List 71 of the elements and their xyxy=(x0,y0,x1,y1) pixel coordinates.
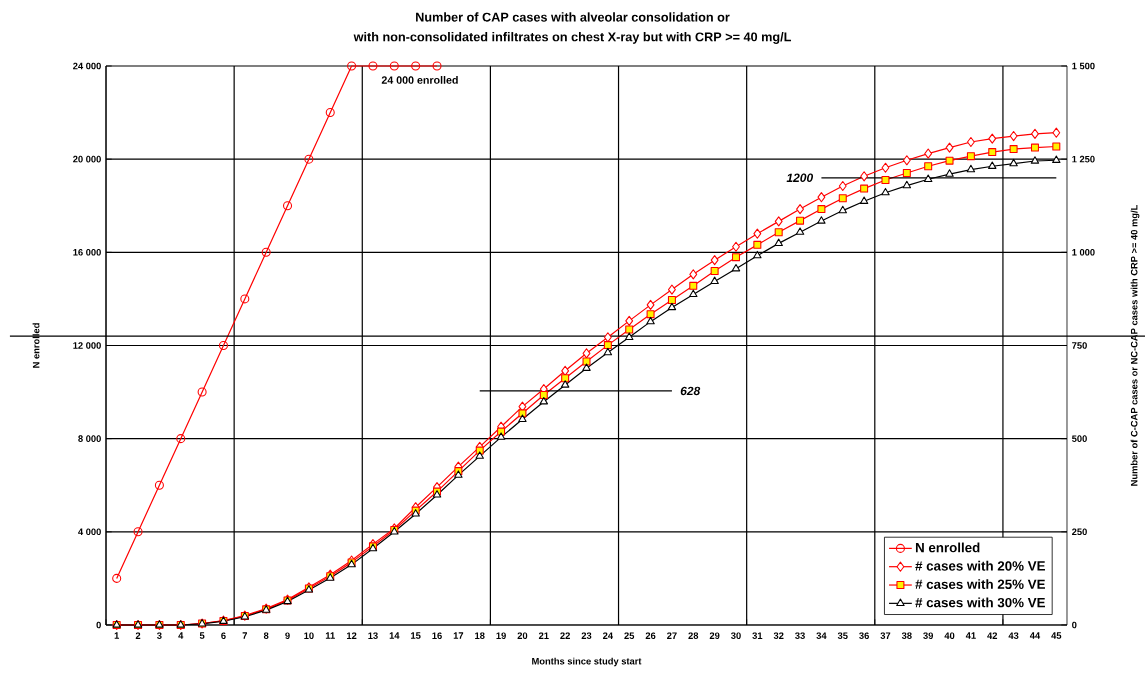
y2-tick-label: 250 xyxy=(1072,528,1087,536)
x-tick-label: 39 xyxy=(923,632,934,639)
y-tick-label: 24 000 xyxy=(73,62,101,70)
x-tick-label: 33 xyxy=(795,632,805,639)
x-tick-label: 23 xyxy=(581,632,592,639)
x-tick-label: 41 xyxy=(965,632,976,639)
chart-subtitle: with non-consolidated infiltrates on chest X-ray but with CRP >= 40 mg/L xyxy=(353,32,792,44)
x-tick-label: 36 xyxy=(859,632,869,639)
x-tick-label: 15 xyxy=(411,632,421,639)
y-tick-label: 20 000 xyxy=(73,155,101,163)
y-tick-label: 4 000 xyxy=(78,528,101,536)
x-tick-label: 22 xyxy=(560,632,570,639)
x-tick-label: 44 xyxy=(1029,632,1041,639)
x-tick-label: 29 xyxy=(709,632,720,639)
y-tick-label: 8 000 xyxy=(78,435,101,442)
x-tick-label: 24 xyxy=(602,632,613,639)
y2-tick-label: 1 000 xyxy=(1072,249,1095,256)
x-tick-label: 3 xyxy=(157,632,162,639)
y2-tick-label: 750 xyxy=(1072,342,1087,349)
y-tick-label: 16 000 xyxy=(73,249,101,256)
y2-axis-title: Number of C-CAP cases or NC-CAP cases with CRP >= 40 mg/L xyxy=(1130,204,1140,486)
x-tick-label: 1 xyxy=(114,632,120,639)
y2-tick-label: 1 250 xyxy=(1072,155,1095,163)
x-tick-label: 30 xyxy=(731,632,741,639)
chart-title: Number of CAP cases with alveolar consolidation or xyxy=(416,12,730,22)
x-tick-label: 31 xyxy=(752,632,763,639)
x-tick-label: 19 xyxy=(496,632,506,639)
legend-label: # cases with 20% VE xyxy=(915,560,1045,571)
x-tick-label: 43 xyxy=(1008,632,1019,639)
x-tick-label: 7 xyxy=(242,632,247,639)
x-tick-label: 2 xyxy=(135,632,141,639)
x-tick-label: 45 xyxy=(1051,632,1062,639)
legend-label: # cases with 25% VE xyxy=(915,579,1045,589)
x-tick-label: 40 xyxy=(944,632,955,639)
x-axis-title: Months since study start xyxy=(532,657,642,667)
x-tick-label: 26 xyxy=(645,632,656,639)
x-tick-label: 11 xyxy=(325,632,335,639)
x-tick-label: 18 xyxy=(475,632,485,639)
x-tick-label: 20 xyxy=(517,632,528,639)
x-tick-label: 35 xyxy=(837,632,848,639)
x-tick-label: 28 xyxy=(688,632,699,639)
y-tick-label: 12 000 xyxy=(73,342,101,349)
x-tick-label: 14 xyxy=(389,632,400,639)
y2-tick-label: 500 xyxy=(1072,435,1087,442)
x-tick-label: 21 xyxy=(538,632,549,639)
y-axis-title: N enrolled xyxy=(32,323,40,368)
x-tick-label: 32 xyxy=(773,632,784,639)
x-tick-label: 17 xyxy=(453,632,464,639)
x-tick-label: 16 xyxy=(432,632,442,639)
y-tick-label: 0 xyxy=(96,621,101,629)
x-tick-label: 37 xyxy=(880,632,891,639)
annotation: 24 000 enrolled xyxy=(381,76,458,84)
legend-label: N enrolled xyxy=(915,542,980,553)
y2-tick-label: 1 500 xyxy=(1072,62,1095,70)
x-tick-label: 27 xyxy=(667,632,677,639)
y2-tick-label: 0 xyxy=(1072,621,1077,629)
x-tick-label: 6 xyxy=(221,632,226,639)
annotation: 628 xyxy=(680,386,701,396)
x-tick-label: 10 xyxy=(304,632,314,639)
x-tick-label: 5 xyxy=(199,632,205,639)
x-tick-label: 9 xyxy=(285,632,290,639)
x-tick-label: 34 xyxy=(816,632,827,639)
x-tick-label: 4 xyxy=(178,632,184,639)
x-tick-label: 38 xyxy=(901,632,912,639)
x-tick-label: 8 xyxy=(263,632,269,639)
x-tick-label: 12 xyxy=(346,632,357,639)
x-tick-label: 25 xyxy=(624,632,635,639)
legend-label: # cases with 30% VE xyxy=(915,597,1045,608)
x-tick-label: 13 xyxy=(368,632,378,639)
annotation: 1200 xyxy=(786,173,814,183)
x-tick-label: 42 xyxy=(987,632,998,639)
